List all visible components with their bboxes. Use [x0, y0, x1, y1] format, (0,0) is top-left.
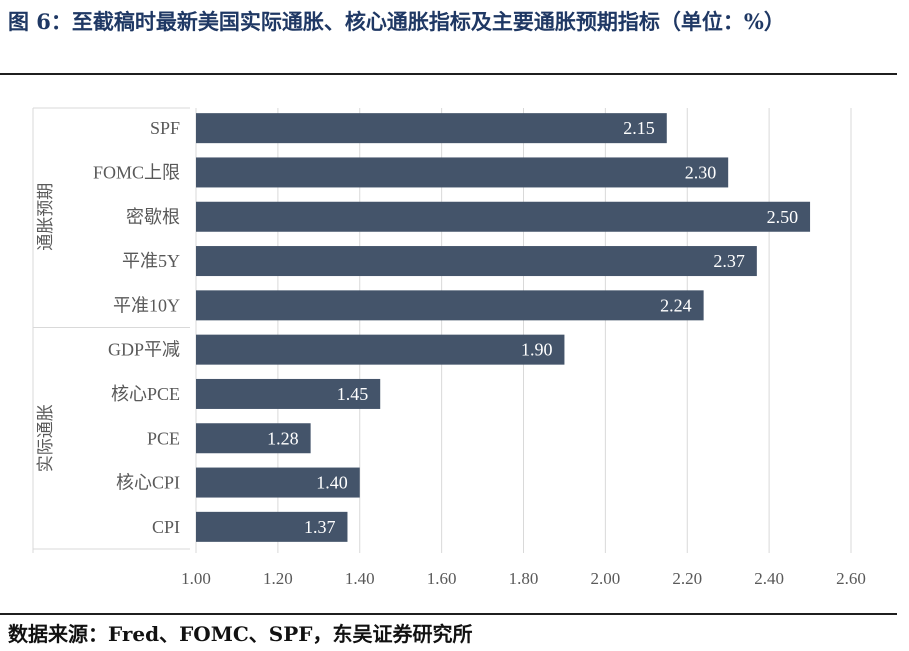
bars: 2.15 2.30 2.50 2.37 2.24 1.90 1.45 1.28 1.40 1.37 — [196, 113, 811, 542]
category-label: 密歇根 — [126, 207, 180, 227]
value-label: 2.15 — [623, 118, 655, 138]
value-label: 2.24 — [660, 295, 692, 315]
bar — [196, 113, 667, 144]
chart-title: 图 6：至截稿时最新美国实际通胀、核心通胀指标及主要通胀预期指标（单位：%） — [8, 9, 785, 34]
category-label: 核心CPI — [116, 473, 180, 493]
bar — [196, 290, 704, 321]
title-divider — [0, 73, 897, 75]
category-label: CPI — [152, 517, 180, 537]
x-tick-label: 1.60 — [427, 569, 457, 588]
bar — [196, 246, 757, 277]
x-tick-label: 2.20 — [672, 569, 702, 588]
x-tick-label: 2.60 — [836, 569, 866, 588]
bar — [196, 201, 811, 232]
value-label: 1.45 — [337, 384, 369, 404]
bar — [196, 378, 381, 409]
x-axis-ticks: 1.00 1.20 1.40 1.60 1.80 2.00 2.20 2.40 2.60 — [181, 569, 866, 588]
x-tick-label: 1.00 — [181, 569, 211, 588]
footer-divider — [0, 613, 897, 615]
source-note: 数据来源：Fred、FOMC、SPF，东吴证券研究所 — [8, 622, 473, 646]
value-label: 1.28 — [267, 428, 299, 448]
category-label: 核心PCE — [111, 384, 180, 404]
x-tick-label: 1.40 — [345, 569, 375, 588]
category-label: GDP平减 — [108, 340, 180, 360]
bar — [196, 157, 729, 188]
value-label: 2.37 — [713, 251, 745, 271]
category-label: PCE — [147, 428, 180, 448]
bar — [196, 334, 565, 365]
category-label: FOMC上限 — [93, 162, 180, 182]
x-tick-label: 2.00 — [591, 569, 621, 588]
category-label: 平准10Y — [113, 295, 180, 315]
group-label: 实际通胀 — [36, 404, 55, 472]
bar — [196, 511, 348, 542]
x-tick-label: 2.40 — [754, 569, 784, 588]
value-label: 1.90 — [521, 340, 553, 360]
category-label: 平准5Y — [122, 251, 180, 271]
x-tick-label: 1.80 — [509, 569, 539, 588]
value-label: 1.37 — [304, 517, 336, 537]
category-label: SPF — [150, 118, 180, 138]
x-tick-label: 1.20 — [263, 569, 293, 588]
bar — [196, 467, 360, 498]
value-label: 1.40 — [316, 473, 348, 493]
group-label: 通胀预期 — [36, 183, 55, 251]
value-label: 2.50 — [767, 207, 799, 227]
bar — [196, 423, 311, 454]
value-label: 2.30 — [685, 162, 717, 182]
